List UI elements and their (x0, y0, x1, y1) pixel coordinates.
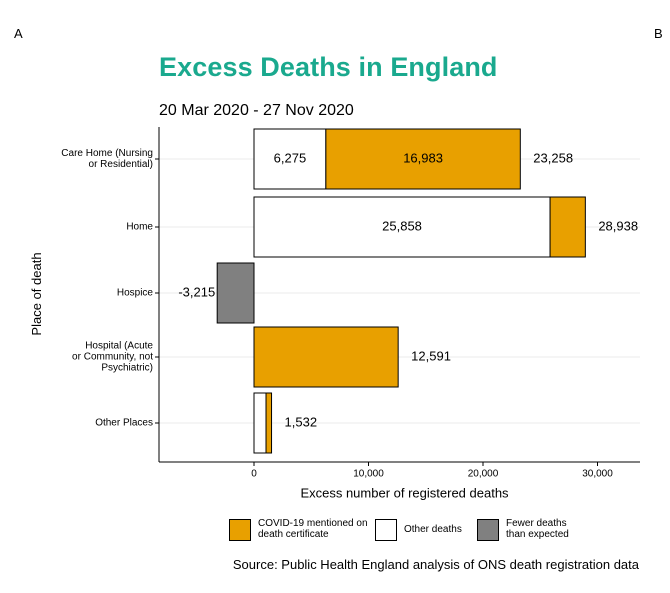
category-label-0-1: or Residential) (89, 159, 153, 170)
panel-label-b: B (654, 26, 663, 41)
category-label-4-0: Other Places (95, 418, 153, 429)
total-label-3: 12,591 (411, 348, 451, 363)
bar-label-other-0: 6,275 (274, 150, 307, 165)
panel-label-a: A (14, 26, 23, 41)
category-label-0-0: Care Home (Nursing (61, 148, 153, 159)
bar-label-covid-0: 16,983 (403, 150, 443, 165)
x-tick-label-3: 30,000 (582, 469, 613, 480)
bar-other-0 (253, 128, 327, 190)
category-label-3-0: Hospital (Acute (85, 341, 153, 352)
total-label-2: -3,215 (178, 284, 215, 299)
bar-covid-3 (253, 326, 399, 388)
bar-fewer-2 (216, 262, 255, 324)
category-label-3-2: Psychiatric) (101, 363, 153, 374)
total-label-0: 23,258 (533, 150, 573, 165)
bar-label-other-1: 25,858 (382, 218, 422, 233)
legend-swatch-other (375, 519, 397, 541)
total-label-4: 1,532 (285, 414, 318, 429)
category-label-2-0: Hospice (117, 288, 154, 299)
bar-covid-4 (265, 392, 273, 454)
x-tick-label-2: 20,000 (468, 469, 499, 480)
chart-title: Excess Deaths in England (159, 52, 498, 82)
total-label-1: 28,938 (598, 218, 638, 233)
legend-label-other: Other deaths (404, 524, 462, 535)
x-axis-title: Excess number of registered deaths (300, 485, 509, 500)
category-label-3-1: or Community, not (72, 352, 153, 363)
bar-covid-0 (325, 128, 521, 190)
source-note: Source: Public Health England analysis o… (232, 557, 639, 572)
legend-label-covid: COVID-19 mentioned on death certificate (258, 518, 368, 540)
bar-covid-1 (549, 196, 586, 258)
x-tick-label-1: 10,000 (353, 469, 384, 480)
legend-label-fewer: Fewer deaths than expected (506, 518, 569, 540)
legend-swatch-fewer (477, 519, 499, 541)
legend-swatch-covid (229, 519, 251, 541)
category-label-1-0: Home (126, 222, 153, 233)
bar-other-4 (253, 392, 267, 454)
x-tick-label-0: 0 (251, 469, 257, 480)
y-axis-title: Place of death (29, 252, 44, 335)
chart-subtitle: 20 Mar 2020 - 27 Nov 2020 (159, 102, 354, 119)
